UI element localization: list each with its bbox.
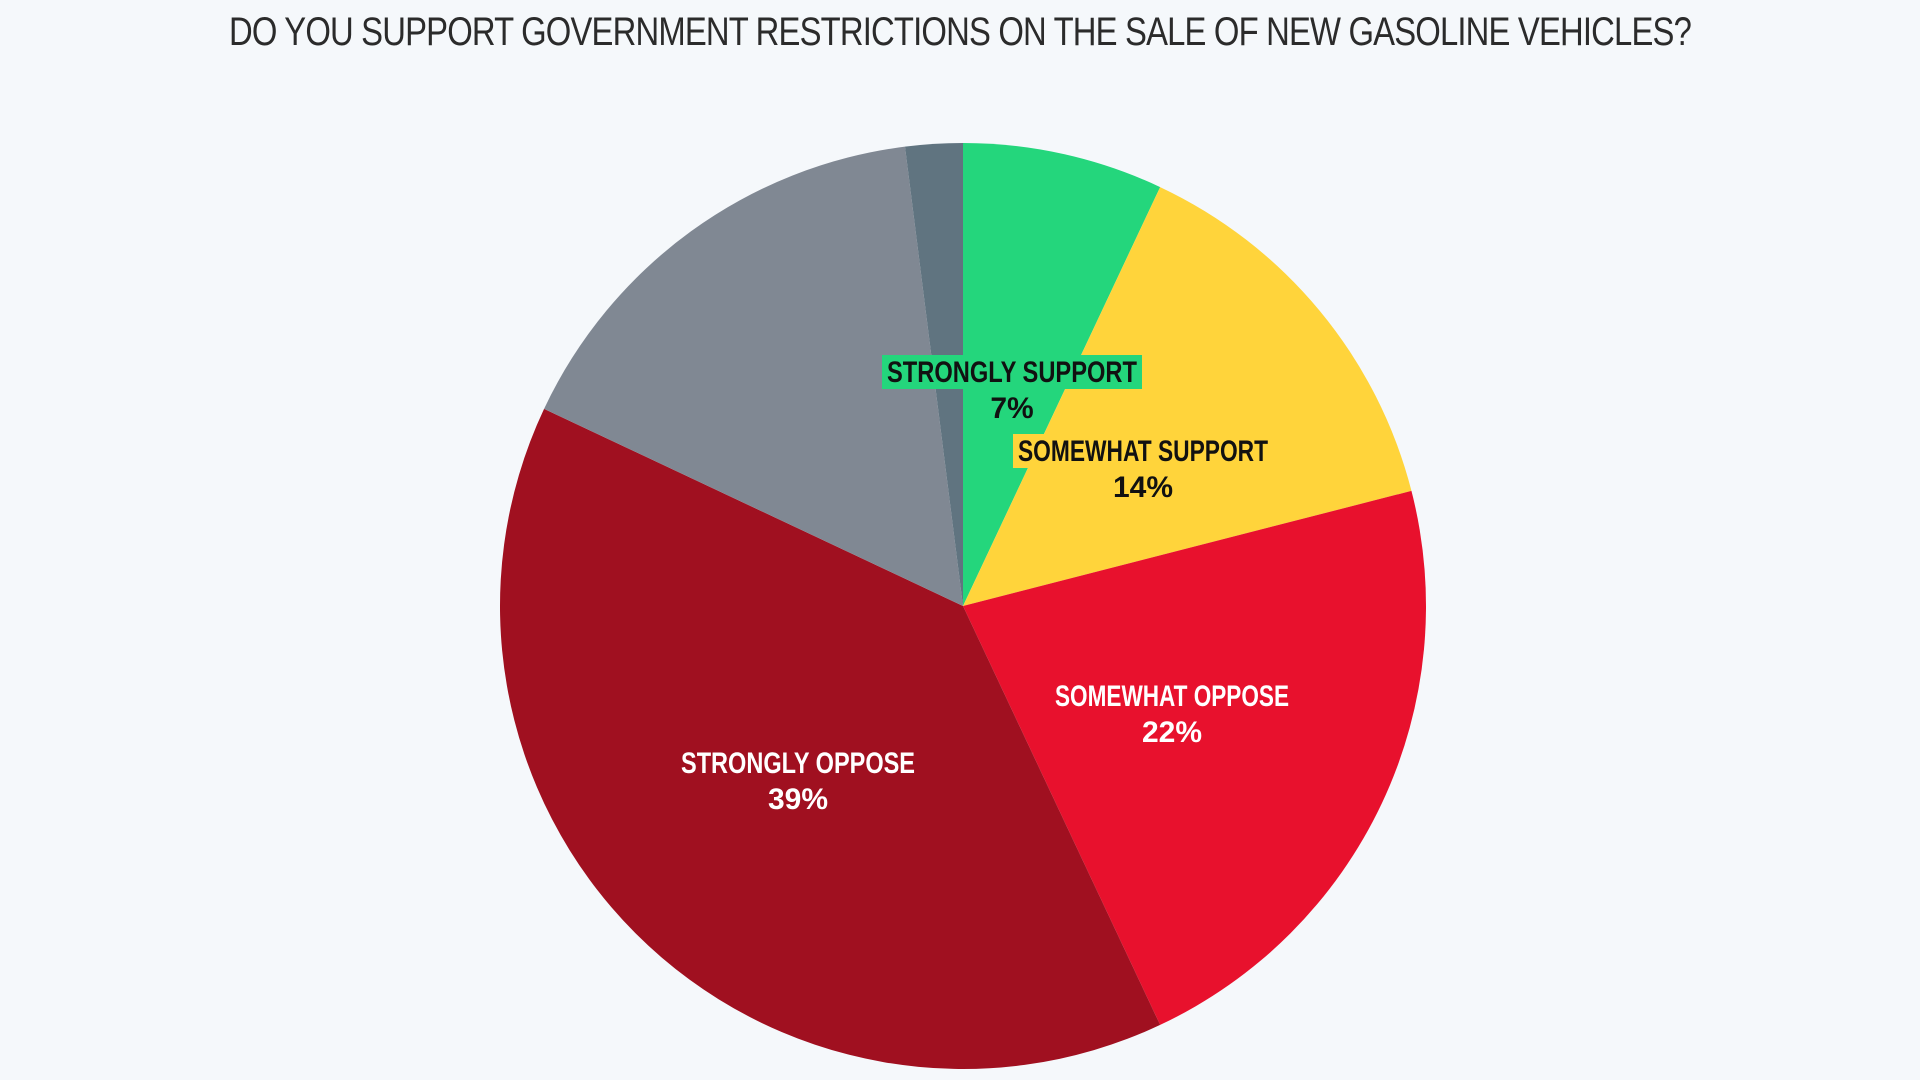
pie-slice-somewhat-support: [963, 187, 1412, 607]
slice-value-strongly-oppose: 39%: [768, 783, 828, 816]
slice-label-strongly-oppose: STRONGLY OPPOSE: [681, 747, 915, 780]
pie-slice-strongly-oppose: [499, 408, 1161, 1069]
pie-slice-somewhat-oppose: [963, 490, 1426, 1025]
slice-value-somewhat-oppose: 22%: [1142, 716, 1202, 749]
slice-label-somewhat-oppose: SOMEWHAT OPPOSE: [1055, 680, 1289, 713]
slice-label-highlight-strongly-support: [882, 355, 1142, 389]
pie-slice-unlabeled-4: [544, 146, 963, 607]
slice-label-somewhat-support: SOMEWHAT SUPPORT: [1018, 435, 1268, 468]
chart-title: DO YOU SUPPORT GOVERNMENT RESTRICTIONS O…: [229, 10, 1692, 54]
slice-value-highlight-somewhat-support: [1112, 470, 1174, 504]
slice-value-strongly-support: 7%: [990, 392, 1033, 425]
slice-value-somewhat-support: 14%: [1113, 471, 1173, 504]
slice-label-highlight-somewhat-support: [1013, 434, 1273, 468]
slice-value-highlight-strongly-support: [990, 391, 1034, 425]
slice-label-strongly-support: STRONGLY SUPPORT: [887, 356, 1137, 389]
pie-slices: [499, 143, 1426, 1069]
